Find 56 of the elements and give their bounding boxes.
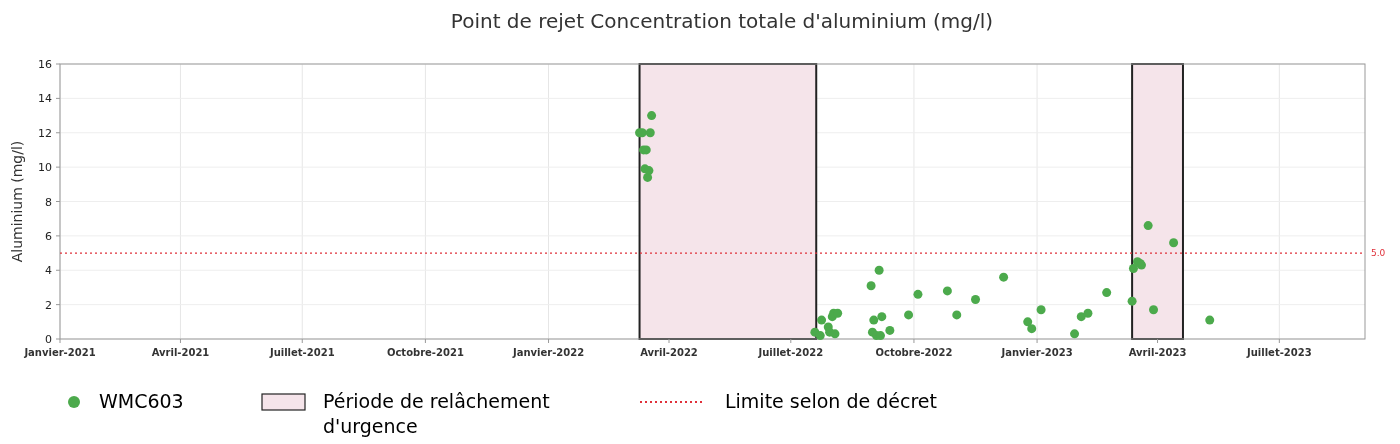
y-tick-label: 8 (45, 195, 52, 209)
y-tick-label: 16 (38, 58, 52, 71)
y-tick-label: 6 (45, 229, 52, 243)
point (1127, 296, 1137, 306)
x-tick-label: Octobre-2022 (875, 347, 953, 358)
point (1036, 305, 1046, 315)
point (815, 331, 825, 341)
point (644, 166, 654, 176)
x-tick-label: Juillet-2022 (757, 347, 824, 358)
point (942, 286, 952, 296)
x-tick-label: Janvier-2021 (23, 347, 96, 358)
x-tick-label: Janvier-2022 (511, 347, 585, 358)
x-tick-label: Juillet-2021 (268, 347, 335, 358)
y-tick-label: 0 (45, 333, 52, 346)
x-tick-label: Janvier-2023 (1000, 347, 1073, 358)
x-tick-label: Avril-2022 (640, 347, 698, 358)
point (877, 312, 887, 322)
legend-label: WMC603 (99, 390, 184, 412)
x-tick-label: Octobre-2021 (386, 347, 464, 358)
y-axis-title: Aluminium (mg/l) (9, 140, 25, 263)
point (1169, 238, 1179, 248)
point (1102, 288, 1112, 298)
point (1128, 264, 1138, 274)
point (885, 325, 895, 335)
point (952, 310, 962, 320)
point (971, 294, 981, 304)
y-tick-label: 12 (38, 126, 52, 140)
point (817, 315, 827, 325)
point (1076, 312, 1086, 322)
annotation: 5.0 (1371, 248, 1386, 259)
point (999, 272, 1009, 282)
point (1083, 308, 1093, 318)
point (647, 111, 657, 121)
point (869, 315, 879, 325)
point (1027, 324, 1037, 334)
y-tick-label: 4 (45, 264, 52, 278)
legend-label: Période de relâchement d'urgence (323, 390, 550, 437)
point (645, 128, 655, 138)
y-tick-label: 2 (45, 298, 52, 312)
point (1205, 315, 1215, 325)
legend-label: Limite selon de décret (725, 390, 937, 412)
y-tick-label: 10 (38, 161, 52, 175)
chart-title: Point de rejet Concentration totale d'aluminium (mg/l) (450, 9, 994, 33)
point (1143, 221, 1153, 231)
point (1023, 317, 1033, 327)
point (1070, 329, 1080, 339)
point (874, 265, 884, 275)
x-tick-label: Juillet-2023 (1246, 347, 1312, 358)
y-tick-label: 14 (38, 92, 52, 106)
point (1149, 305, 1159, 315)
point (904, 310, 914, 320)
x-tick-label: Avril-2021 (151, 347, 210, 358)
point (866, 281, 876, 291)
point (913, 289, 923, 299)
x-tick-label: Avril-2023 (1128, 347, 1187, 358)
point (830, 329, 840, 339)
